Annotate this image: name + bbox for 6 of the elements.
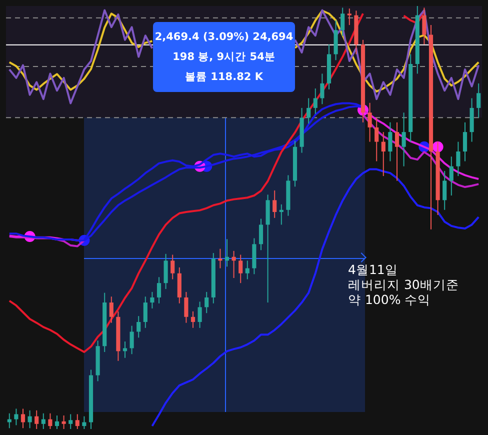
annotation: 레버리지 30배기준 xyxy=(348,277,459,292)
annotation: 198 봉, 9시간 54분 xyxy=(172,50,276,65)
annotation: 약 100% 수익 xyxy=(348,292,432,307)
annotation: 볼륨 118.82 K xyxy=(184,70,264,85)
annotation: 2,469.4 (3.09%) 24,694 xyxy=(154,30,294,45)
annotation: 4월11일 xyxy=(348,262,399,277)
